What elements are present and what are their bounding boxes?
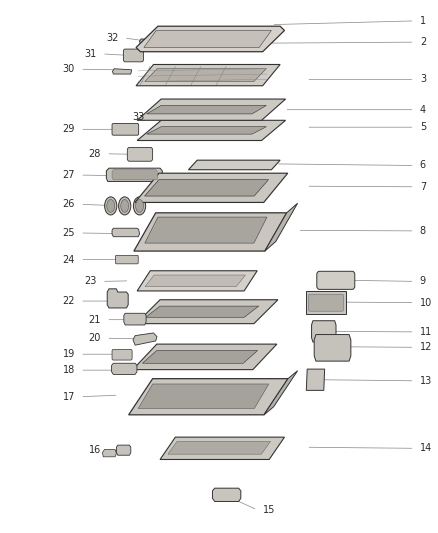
Ellipse shape (119, 197, 131, 215)
Text: 7: 7 (420, 182, 426, 192)
Ellipse shape (165, 114, 175, 123)
Polygon shape (117, 445, 131, 455)
Polygon shape (136, 64, 280, 86)
Polygon shape (145, 180, 268, 196)
Polygon shape (133, 344, 277, 369)
Text: 2: 2 (420, 37, 426, 47)
Text: 24: 24 (63, 255, 75, 264)
Text: 10: 10 (420, 297, 432, 308)
Polygon shape (265, 203, 297, 251)
Text: 25: 25 (63, 228, 75, 238)
Polygon shape (311, 321, 336, 342)
Polygon shape (113, 69, 132, 74)
Polygon shape (124, 313, 146, 325)
Text: 18: 18 (63, 365, 75, 375)
Polygon shape (129, 378, 288, 415)
Polygon shape (107, 289, 128, 308)
Text: 21: 21 (89, 314, 101, 325)
Text: 29: 29 (63, 124, 75, 134)
Text: 27: 27 (63, 170, 75, 180)
Polygon shape (137, 99, 286, 120)
FancyBboxPatch shape (317, 271, 355, 289)
Polygon shape (147, 127, 266, 134)
Polygon shape (147, 106, 266, 114)
Text: 22: 22 (63, 296, 75, 306)
Polygon shape (112, 169, 158, 180)
Text: 16: 16 (89, 445, 101, 455)
Text: 1: 1 (420, 16, 426, 26)
Polygon shape (145, 217, 267, 243)
Text: 14: 14 (420, 443, 432, 453)
FancyBboxPatch shape (127, 148, 152, 161)
Ellipse shape (105, 197, 117, 215)
Polygon shape (140, 39, 163, 44)
Text: 3: 3 (420, 75, 426, 84)
Text: 17: 17 (63, 392, 75, 402)
Polygon shape (264, 370, 297, 415)
Text: 31: 31 (85, 49, 97, 59)
Polygon shape (145, 275, 245, 287)
Polygon shape (112, 364, 137, 374)
FancyBboxPatch shape (112, 350, 132, 360)
Polygon shape (137, 271, 257, 291)
Text: 4: 4 (420, 104, 426, 115)
Polygon shape (306, 369, 325, 390)
Polygon shape (136, 300, 278, 324)
FancyBboxPatch shape (308, 294, 343, 311)
Polygon shape (135, 173, 288, 203)
Polygon shape (112, 228, 140, 237)
Polygon shape (138, 384, 269, 408)
Text: 9: 9 (420, 277, 426, 286)
Text: 32: 32 (106, 33, 119, 43)
Polygon shape (136, 26, 285, 52)
Ellipse shape (121, 199, 129, 212)
Polygon shape (160, 437, 285, 459)
FancyBboxPatch shape (116, 255, 138, 264)
Ellipse shape (136, 199, 144, 212)
Text: 11: 11 (420, 327, 432, 337)
Polygon shape (134, 213, 287, 251)
Text: 6: 6 (420, 160, 426, 171)
Ellipse shape (134, 197, 146, 215)
Polygon shape (144, 30, 272, 47)
Polygon shape (314, 335, 351, 361)
Polygon shape (133, 333, 157, 345)
Text: 28: 28 (89, 149, 101, 159)
Text: 15: 15 (263, 505, 275, 515)
Text: 12: 12 (420, 342, 432, 352)
Polygon shape (102, 449, 117, 457)
Polygon shape (142, 351, 258, 364)
Polygon shape (145, 69, 266, 82)
Polygon shape (106, 168, 163, 181)
Ellipse shape (107, 199, 115, 212)
Polygon shape (137, 120, 286, 141)
FancyBboxPatch shape (112, 124, 139, 135)
Polygon shape (168, 441, 271, 454)
Polygon shape (146, 306, 259, 317)
Polygon shape (188, 160, 280, 169)
Text: 30: 30 (63, 64, 75, 74)
Polygon shape (212, 488, 241, 502)
Polygon shape (306, 292, 346, 314)
Text: 23: 23 (85, 277, 97, 286)
FancyBboxPatch shape (124, 49, 144, 62)
Text: 33: 33 (133, 111, 145, 122)
Text: 5: 5 (420, 122, 426, 132)
Text: 19: 19 (63, 349, 75, 359)
Text: 13: 13 (420, 376, 432, 386)
Text: 8: 8 (420, 226, 426, 236)
Text: 20: 20 (89, 333, 101, 343)
Text: 26: 26 (63, 199, 75, 209)
